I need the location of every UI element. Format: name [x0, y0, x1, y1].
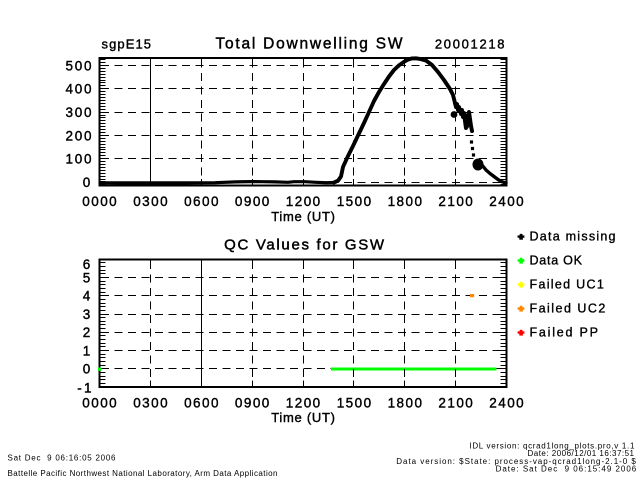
svg-text:200: 200: [66, 128, 92, 143]
svg-text:6: 6: [83, 257, 91, 272]
svg-text:Date: Sat Dec 9 06:15:49 2006: Date: Sat Dec 9 06:15:49 2006: [496, 465, 637, 474]
svg-text:2400: 2400: [489, 194, 523, 209]
svg-text:1200: 1200: [286, 396, 320, 411]
svg-text:1500: 1500: [337, 396, 371, 411]
svg-text:Battelle Pacific Northwest Nat: Battelle Pacific Northwest National Labo…: [8, 469, 278, 478]
svg-text:Data missing: Data missing: [530, 230, 616, 244]
svg-text:Failed UC2: Failed UC2: [530, 302, 606, 316]
svg-text:2400: 2400: [489, 396, 523, 411]
svg-text:Total Downwelling SW: Total Downwelling SW: [216, 36, 403, 53]
svg-text:Data version: $State: process-: Data version: $State: process-vap-qcrad1…: [396, 457, 636, 466]
svg-text:500: 500: [66, 58, 92, 73]
svg-text:Date: 2006/12/01 16:37:51: Date: 2006/12/01 16:37:51: [528, 449, 635, 458]
svg-text:0600: 0600: [184, 396, 218, 411]
svg-text:1500: 1500: [337, 194, 371, 209]
svg-text:1800: 1800: [388, 396, 422, 411]
svg-text:2100: 2100: [438, 194, 472, 209]
svg-text:Failed UC1: Failed UC1: [530, 278, 604, 292]
svg-text:QC Values for GSW: QC Values for GSW: [224, 237, 385, 254]
svg-text:2100: 2100: [438, 396, 472, 411]
svg-text:0: 0: [83, 362, 91, 377]
svg-text:0300: 0300: [133, 194, 167, 209]
svg-text:5: 5: [83, 270, 91, 285]
svg-text:0000: 0000: [82, 194, 116, 209]
svg-text:IDL version: qcrad1long_plots.: IDL version: qcrad1long_plots.pro,v 1.1: [469, 442, 635, 451]
svg-text:0900: 0900: [235, 396, 269, 411]
svg-text:300: 300: [66, 105, 92, 120]
svg-text:400: 400: [66, 82, 92, 97]
svg-text:0000: 0000: [82, 396, 116, 411]
svg-text:0600: 0600: [184, 194, 218, 209]
svg-text:Time (UT): Time (UT): [271, 410, 335, 425]
svg-text:0300: 0300: [133, 396, 167, 411]
svg-text:0: 0: [83, 175, 91, 190]
svg-text:-1: -1: [77, 380, 91, 395]
svg-text:1: 1: [83, 343, 91, 358]
svg-text:1800: 1800: [388, 194, 422, 209]
svg-text:2: 2: [83, 325, 91, 340]
svg-text:Time (UT): Time (UT): [271, 209, 335, 224]
svg-text:Sat Dec 9 06:16:05 2006: Sat Dec 9 06:16:05 2006: [8, 454, 117, 463]
svg-text:100: 100: [66, 152, 92, 167]
svg-text:3: 3: [83, 307, 91, 322]
svg-text:1200: 1200: [286, 194, 320, 209]
svg-text:0900: 0900: [235, 194, 269, 209]
svg-text:20001218: 20001218: [435, 36, 505, 51]
svg-text:sgpE15: sgpE15: [102, 36, 152, 51]
svg-text:Data OK: Data OK: [530, 254, 583, 268]
svg-text:4: 4: [83, 289, 91, 304]
